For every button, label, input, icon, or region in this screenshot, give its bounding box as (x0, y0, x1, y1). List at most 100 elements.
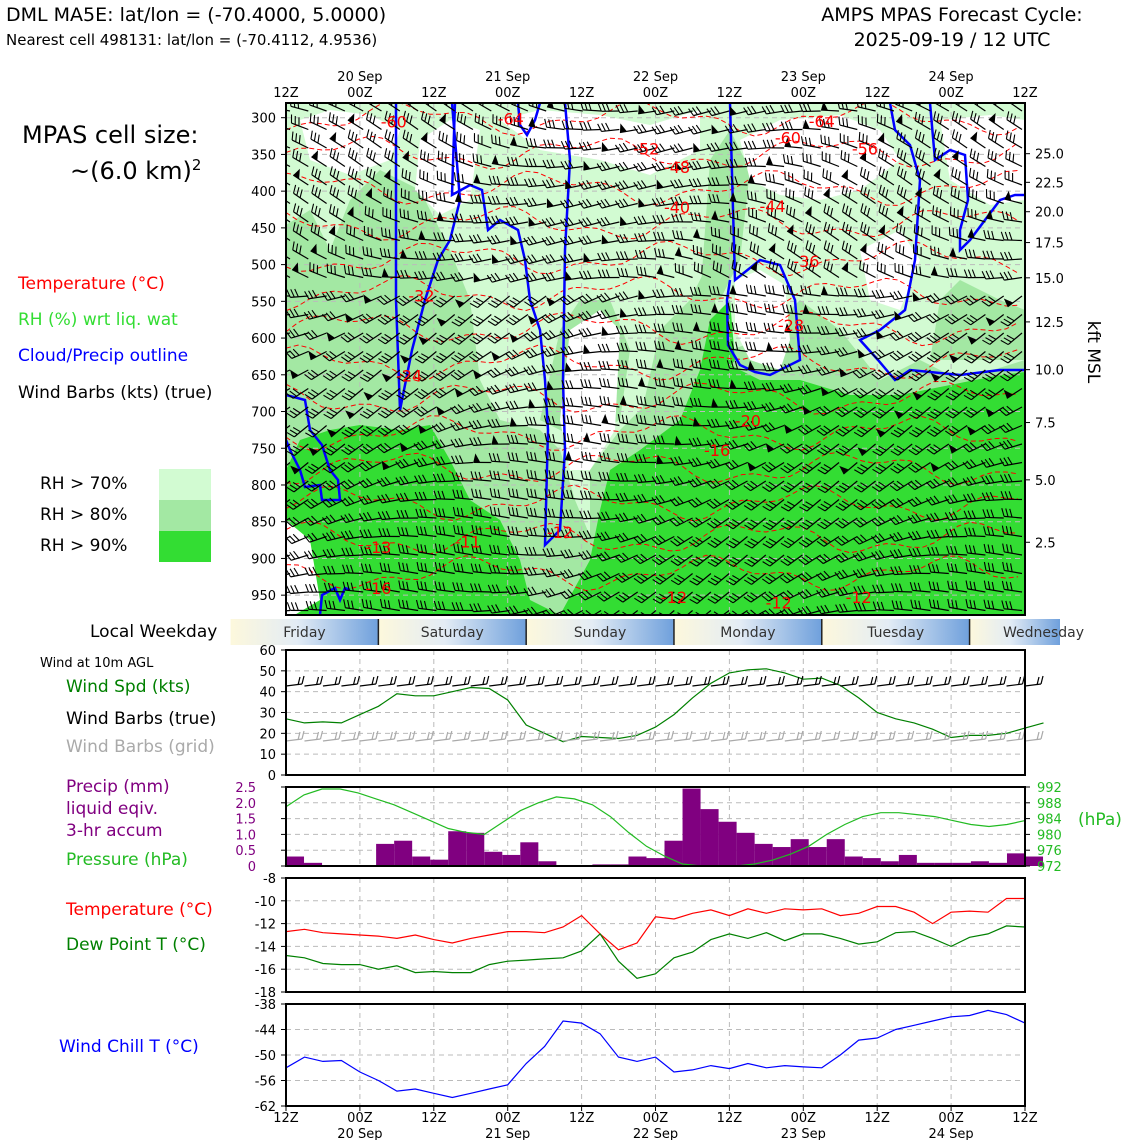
surface-barb-true-tick (888, 676, 892, 686)
wind-barb-tick (656, 306, 661, 315)
wind-barb-tick (346, 582, 350, 591)
wind-barb-tick (383, 248, 387, 258)
wind-barb-tick (900, 150, 904, 159)
wind-barb (895, 517, 913, 526)
wind-barb (695, 517, 712, 528)
wind-barb-tick (329, 462, 338, 469)
wind-barb-tick (819, 118, 822, 127)
wind-barb-tick (834, 588, 841, 596)
wind-barb-tick (945, 395, 954, 401)
wind-barb (840, 158, 858, 168)
wind-barb-tick (946, 545, 950, 555)
wind-barb-tick (416, 580, 420, 590)
wind-barb-tick (1003, 271, 1009, 280)
wind-barb-tick (808, 224, 812, 233)
wind-barb-tick (973, 581, 977, 591)
wind-barb-tick (983, 543, 987, 553)
wind-barb (987, 176, 1004, 186)
wind-barb-tick (565, 509, 570, 518)
wind-barb-tick (564, 549, 570, 558)
wind-barb (915, 350, 931, 362)
wind-barb-tick (918, 600, 922, 610)
wind-barb-tick (549, 271, 556, 280)
wind-barb-tick (672, 322, 676, 331)
wind-barb-flag (931, 266, 938, 276)
wind-barb-tick (515, 452, 519, 462)
wind-barb-tick (707, 419, 712, 428)
wind-barb-tick (416, 210, 420, 219)
wind-barb-flag (802, 405, 811, 415)
wind-barb-tick (803, 324, 808, 334)
wind-barb (750, 267, 767, 279)
wind-barb-tick (987, 129, 991, 139)
wind-barb-tick (735, 304, 739, 313)
wind-barb-tick (963, 494, 969, 503)
wind-barb-tick (802, 503, 811, 509)
wind-barb (403, 314, 419, 326)
wind-barb (286, 572, 291, 576)
wind-barb-tick (512, 349, 520, 357)
surface-barb-grid-tick (944, 731, 948, 741)
wind-barb-tick (380, 296, 388, 304)
wind-barb-tick (964, 544, 969, 554)
weekday-cell (378, 619, 527, 645)
wind-barb-tick (1000, 491, 1005, 500)
wind-barb-tick (835, 505, 844, 511)
wind-barb-tick (673, 557, 682, 564)
wind-barb (693, 236, 712, 242)
wind-barb-tick (854, 469, 863, 475)
wind-barb (824, 462, 840, 475)
wind-barb-tick (958, 103, 960, 106)
wind-barb-tick (368, 546, 373, 555)
wind-barb (692, 294, 711, 297)
wind-barb (510, 123, 529, 131)
dry-region (940, 115, 1025, 205)
wind-barb-tick (678, 196, 684, 205)
wind-barb-tick (478, 564, 482, 573)
wind-barb-tick (322, 549, 328, 558)
wind-barb-tick (787, 383, 794, 392)
wind-barb-tick (688, 500, 696, 508)
wind-barb-tick (985, 270, 991, 279)
wind-barb-tick (1000, 231, 1005, 241)
wind-barb-tick (385, 493, 391, 502)
surface-barb-true-tick (907, 676, 911, 686)
surface-barb-true (507, 683, 524, 687)
wind-barb-tick (596, 163, 603, 171)
wind-barb (823, 248, 840, 260)
wind-barb-tick (292, 184, 297, 194)
wind-barb (286, 591, 291, 594)
wind-barb-tick (290, 103, 292, 107)
kft-tick-label: 7.5 (1035, 417, 1056, 432)
wind-barb-tick (991, 545, 995, 554)
surface-barb-true-tick (504, 675, 508, 685)
wind-barb-tick (325, 515, 333, 524)
wind-barb-tick (732, 209, 735, 219)
wind-barb-tick (895, 223, 899, 232)
wind-barb-tick (983, 526, 987, 535)
wind-barb-tick (296, 224, 299, 233)
wind-barb-tick (951, 110, 955, 120)
wind-barb (712, 480, 730, 489)
wind-barb (638, 480, 657, 484)
wind-barb (823, 211, 840, 223)
wind-barb-tick (623, 492, 629, 501)
wind-barb-tick (597, 123, 602, 132)
wind-barb (492, 276, 510, 283)
wind-barb-tick (802, 466, 810, 472)
wind-barb-tick (351, 600, 354, 610)
surface-barb-true-tick (652, 675, 656, 685)
wind-barb-flag (289, 369, 299, 379)
wind-barb-tick (729, 142, 735, 151)
wind-barb-tick (793, 244, 797, 254)
wind-barb-tick (578, 181, 585, 190)
wind-barb-tick (783, 445, 791, 452)
wind-barb-tick (377, 446, 385, 454)
wind-barb (400, 552, 419, 556)
wind-barb-tick (295, 133, 298, 142)
wind-barb-tick (418, 271, 423, 280)
surface-barb-true-tick (670, 675, 675, 685)
wind-barb (403, 388, 419, 400)
wind-barb (674, 330, 693, 334)
wind-barb (729, 216, 748, 223)
